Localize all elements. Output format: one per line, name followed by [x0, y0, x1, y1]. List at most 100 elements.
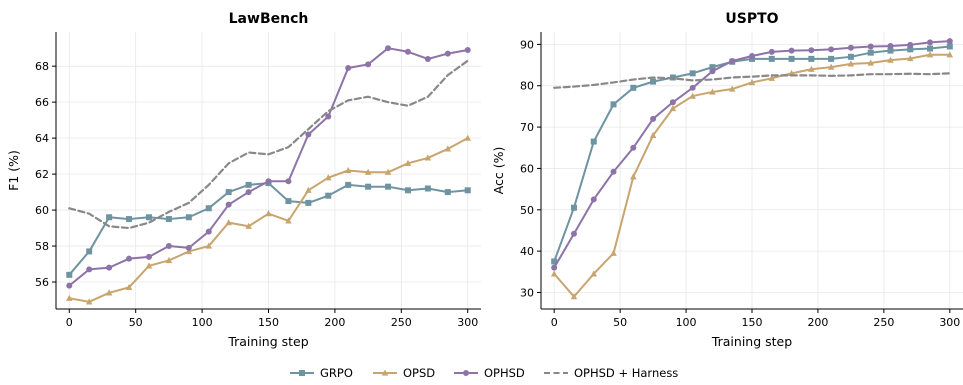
data-point	[85, 298, 93, 305]
data-point	[265, 178, 272, 185]
data-point	[205, 228, 212, 235]
y-tick-label: 68	[35, 60, 49, 73]
y-tick-label: 50	[520, 204, 534, 217]
legend-item-ophsd-harness: OPHSD + Harness	[544, 366, 678, 380]
data-point	[404, 187, 411, 194]
data-point	[650, 115, 657, 122]
data-point	[709, 88, 716, 95]
legend-item-ophsd: OPHSD	[454, 366, 525, 380]
data-point	[887, 43, 894, 50]
data-point	[749, 52, 755, 59]
chart-title: USPTO	[725, 11, 778, 27]
legend-label: OPHSD + Harness	[574, 366, 678, 380]
chart-panel-lawbench: LawBench 0 50 100 150 200 250 300 56 58 60 62 64 66 68…	[6, 11, 481, 349]
data-point	[709, 68, 716, 75]
data-point	[610, 168, 617, 175]
legend-marker	[299, 370, 305, 376]
chart-panel-uspto: USPTO 0 50 100 150 200 250 300 30 40 50 60 70 80 90 Tra…	[491, 11, 963, 349]
data-point	[364, 168, 372, 175]
data-point	[650, 78, 657, 85]
data-point	[424, 55, 431, 62]
data-point	[145, 214, 152, 221]
data-point	[106, 264, 113, 271]
data-point	[345, 181, 352, 188]
data-point	[590, 196, 597, 203]
data-point	[887, 56, 894, 63]
x-tick-label: 150	[742, 316, 763, 329]
y-tick-label: 62	[35, 168, 49, 181]
data-point	[325, 174, 332, 181]
data-point	[165, 256, 173, 264]
data-point	[946, 51, 954, 58]
data-point	[729, 57, 736, 64]
y-axis-label: Acc (%)	[491, 147, 506, 195]
data-point	[86, 248, 93, 255]
data-point	[424, 154, 432, 161]
data-point	[165, 216, 172, 223]
data-point	[867, 59, 874, 66]
data-point	[570, 293, 578, 300]
data-point	[828, 55, 835, 62]
data-point	[570, 204, 577, 211]
data-point	[185, 247, 193, 255]
legend-label: GRPO	[320, 366, 353, 380]
data-point	[867, 43, 874, 50]
series-opsd	[550, 51, 954, 300]
data-point	[669, 104, 677, 112]
data-point	[610, 249, 617, 256]
legend-label: OPSD	[403, 366, 435, 380]
data-point	[444, 189, 451, 196]
data-point	[464, 187, 471, 194]
data-point	[828, 46, 835, 53]
y-tick-label: 90	[520, 38, 534, 51]
data-point	[305, 199, 312, 206]
data-point	[551, 258, 558, 265]
data-point	[728, 85, 736, 92]
data-point	[444, 50, 451, 57]
series-line	[68, 59, 469, 230]
x-tick-label: 300	[939, 316, 960, 329]
x-tick-label: 0	[66, 316, 73, 329]
data-point	[384, 168, 392, 175]
data-point	[185, 244, 192, 251]
data-point	[907, 46, 914, 53]
data-point	[748, 78, 756, 86]
data-point	[610, 101, 617, 108]
data-point	[630, 144, 637, 151]
data-point	[126, 216, 133, 223]
data-point	[86, 266, 93, 273]
data-point	[550, 270, 558, 277]
data-point	[325, 113, 332, 120]
legend-item-opsd: OPSD	[373, 366, 435, 380]
data-point	[66, 271, 73, 278]
data-point	[404, 159, 412, 166]
data-point	[225, 201, 232, 208]
data-point	[66, 282, 73, 289]
y-tick-label: 70	[520, 121, 534, 134]
data-point	[847, 44, 854, 51]
x-tick-label: 200	[324, 316, 345, 329]
data-point	[285, 178, 292, 185]
data-point	[768, 55, 775, 62]
data-point	[325, 192, 332, 199]
data-point	[365, 183, 372, 190]
data-point	[385, 45, 392, 52]
data-point	[946, 38, 953, 45]
x-tick-label: 250	[391, 316, 412, 329]
data-point	[126, 255, 133, 262]
data-point	[709, 64, 716, 71]
x-tick-label: 250	[873, 316, 894, 329]
data-point	[907, 54, 914, 62]
data-point	[265, 210, 272, 217]
data-point	[669, 99, 676, 106]
data-point	[927, 39, 934, 46]
data-point	[808, 65, 815, 72]
data-point	[285, 198, 292, 205]
series-line	[553, 72, 951, 89]
y-tick-label: 66	[35, 96, 49, 109]
series-ophsd-harness	[553, 72, 951, 89]
data-point	[245, 181, 252, 188]
data-point	[551, 264, 558, 271]
data-point	[907, 41, 914, 48]
data-point	[165, 243, 172, 250]
